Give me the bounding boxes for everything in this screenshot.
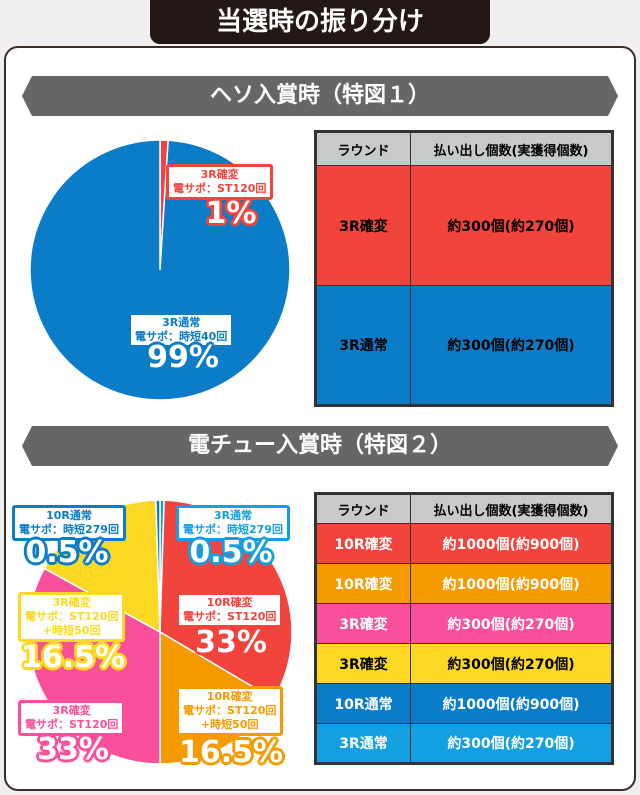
header-round: ラウンド xyxy=(315,131,411,166)
payout-cell: 約1000個(約900個) xyxy=(410,683,613,724)
slice-label-sub: 電サポ：ST120回 +時短50回 xyxy=(25,610,119,637)
slice-label: 10R確変 電サポ：ST120回 +時短50回 xyxy=(176,686,284,736)
slice-percent: 0.5% xyxy=(189,535,273,570)
table-row: 3R確変 約300個(約270個) xyxy=(315,603,613,644)
header-payout: 払い出し個数(実獲得個数) xyxy=(410,131,613,166)
round-cell: 3R通常 xyxy=(315,723,411,764)
slice-percent: 16.5% xyxy=(178,735,284,770)
table-row: 10R確変 約1000個(約900個) xyxy=(315,563,613,604)
round-cell: 10R確変 xyxy=(315,563,411,604)
payout-cell: 約1000個(約900個) xyxy=(410,563,613,604)
slice-percent: 16.5% xyxy=(20,640,126,675)
table-row: 10R通常 約1000個(約900個) xyxy=(315,683,613,724)
slice-label: 3R確変 電サポ：ST120回 +時短50回 xyxy=(18,592,126,642)
slice-label: 3R通常 電サポ：時短279回 xyxy=(176,505,290,541)
table-row: 3R確変 約300個(約270個) xyxy=(315,165,613,286)
slice-label-sub: 電サポ：ST120回 xyxy=(25,718,119,731)
slice-label-title: 3R確変 xyxy=(52,704,91,717)
header-payout: 払い出し個数(実獲得個数) xyxy=(410,493,613,524)
slice-label-sub: 電サポ：ST120回 +時短50回 xyxy=(183,704,277,731)
slice-label-sub: 電サポ：時短40回 xyxy=(135,330,228,343)
payout-cell: 約300個(約270個) xyxy=(410,643,613,684)
slice-percent: 33% xyxy=(37,732,109,767)
section-title-1: ヘソ入賞時（特図１） xyxy=(22,76,618,116)
slice-label-title: 3R確変 xyxy=(52,596,91,609)
table-row: 3R確変 約300個(約270個) xyxy=(315,643,613,684)
round-cell: 3R通常 xyxy=(315,285,411,406)
round-cell: 10R通常 xyxy=(315,683,411,724)
slice-label: 3R通常 電サポ：時短40回 xyxy=(128,312,235,348)
slice-label: 10R通常 電サポ：時短279回 xyxy=(12,505,126,541)
table-header-row: ラウンド 払い出し個数(実獲得個数) xyxy=(315,493,613,524)
slice-percent: 33% xyxy=(195,625,267,660)
payout-cell: 約300個(約270個) xyxy=(410,285,613,406)
slice-label: 3R確変 電サポ：ST120回 xyxy=(166,164,274,200)
slice-label-title: 10R通常 xyxy=(46,509,92,522)
table-row: 3R通常 約300個(約270個) xyxy=(315,723,613,764)
payout-cell: 約300個(約270個) xyxy=(410,603,613,644)
slice-label-title: 3R通常 xyxy=(213,509,253,522)
header-round: ラウンド xyxy=(315,493,411,524)
section-title-2: 電チュー入賞時（特図２） xyxy=(22,426,618,466)
slice-label: 10R確変 電サポ：ST120回 xyxy=(176,592,284,628)
round-cell: 10R確変 xyxy=(315,523,411,564)
slice-percent: 1% xyxy=(205,196,257,231)
slice-percent: 99% xyxy=(147,340,219,375)
slice-percent: 0.5% xyxy=(25,535,109,570)
payout-cell: 約300個(約270個) xyxy=(410,165,613,286)
payout-cell: 約1000個(約900個) xyxy=(410,523,613,564)
round-cell: 3R確変 xyxy=(315,603,411,644)
round-cell: 3R確変 xyxy=(315,643,411,684)
payout-cell: 約300個(約270個) xyxy=(410,723,613,764)
slice-label-sub: 電サポ：ST120回 xyxy=(183,610,277,623)
slice-label-title: 10R確変 xyxy=(206,596,253,609)
pie-slice xyxy=(155,499,161,633)
payout-table-denchu: ラウンド 払い出し個数(実獲得個数) 10R確変 約1000個(約900個) 10R確変… xyxy=(314,492,614,765)
page-title: 当選時の振り分け xyxy=(150,0,490,44)
slice-label-sub: 電サポ：ST120回 xyxy=(173,182,267,195)
table-header-row: ラウンド 払い出し個数(実獲得個数) xyxy=(315,131,613,166)
round-cell: 3R確変 xyxy=(315,165,411,286)
payout-table-heso: ラウンド 払い出し個数(実獲得個数) 3R確変 約300個(約270個) 3R通常 約30… xyxy=(314,130,614,407)
slice-label: 3R確変 電サポ：ST120回 xyxy=(18,700,126,736)
slice-label-title: 3R通常 xyxy=(162,316,201,329)
table-row: 3R通常 約300個(約270個) xyxy=(315,285,613,406)
table-row: 10R確変 約1000個(約900個) xyxy=(315,523,613,564)
slice-label-title: 3R確変 xyxy=(200,168,239,181)
slice-label-sub: 電サポ：時短279回 xyxy=(19,523,119,536)
slice-label-title: 10R確変 xyxy=(206,690,253,703)
slice-label-sub: 電サポ：時短279回 xyxy=(183,523,283,536)
